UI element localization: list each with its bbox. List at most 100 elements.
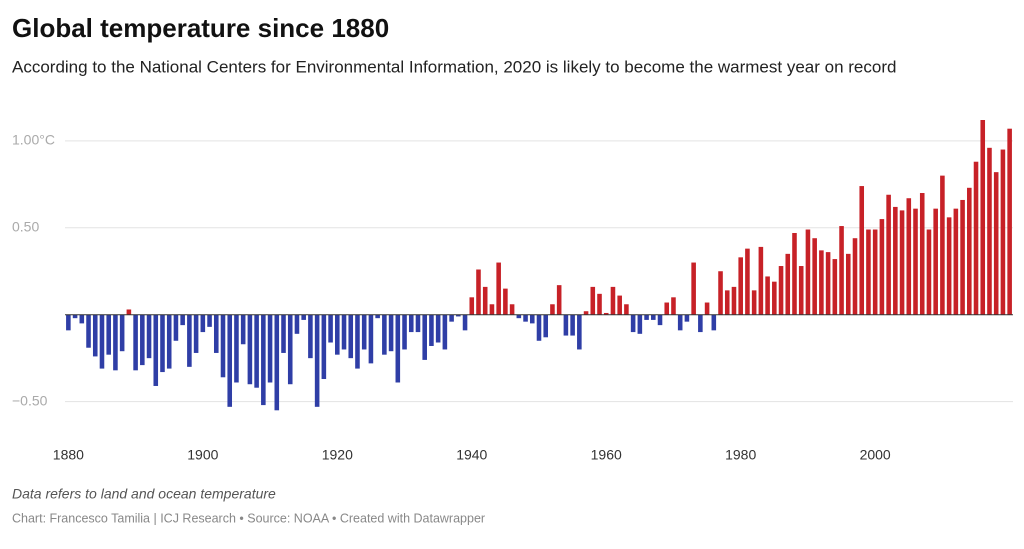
bar (577, 314, 582, 350)
bar (812, 238, 817, 315)
bar (745, 248, 750, 315)
bar (388, 314, 394, 352)
bar (597, 293, 602, 315)
bar (476, 269, 481, 315)
bar (758, 246, 764, 315)
bar (79, 314, 85, 324)
bar (718, 271, 723, 315)
bar (509, 304, 515, 315)
bar (126, 309, 132, 315)
bar (308, 314, 313, 359)
bar (845, 253, 851, 315)
bar (893, 206, 898, 315)
bar (1000, 149, 1006, 315)
bar (119, 314, 125, 352)
bar (630, 314, 636, 333)
bar (516, 314, 522, 319)
notes: Data refers to land and ocean temperatur… (12, 486, 276, 502)
bar (247, 314, 253, 385)
bar (220, 314, 226, 378)
bar (980, 120, 986, 315)
bar (684, 314, 690, 322)
bar (698, 314, 703, 333)
bar (261, 314, 266, 406)
bar (86, 314, 91, 348)
credits: Chart: Francesco Tamilia | ICJ Research … (12, 511, 485, 525)
bar (772, 281, 777, 315)
bar (832, 259, 838, 315)
bar (402, 314, 407, 350)
bar (967, 187, 972, 315)
bar (953, 208, 959, 315)
bar (691, 262, 696, 315)
bar (113, 314, 118, 371)
bar (166, 314, 172, 369)
bar (213, 314, 219, 353)
bar (496, 262, 501, 315)
bar (651, 314, 656, 320)
bar (926, 229, 932, 315)
bar (301, 314, 306, 320)
bar (704, 302, 710, 315)
bar (133, 314, 138, 371)
bar (677, 314, 683, 331)
bar (603, 312, 609, 315)
y-tick-label: 0.50 (12, 218, 39, 234)
bar (187, 314, 192, 367)
x-tick-label: 1920 (322, 447, 353, 463)
x-tick-label: 1880 (53, 447, 84, 463)
bar (72, 314, 78, 319)
bar (146, 314, 152, 359)
bar (442, 314, 448, 350)
bar (839, 226, 844, 315)
bar (449, 314, 454, 322)
bar (866, 229, 871, 315)
bar (335, 314, 340, 355)
bar (489, 304, 495, 315)
bar (590, 286, 596, 315)
bar (993, 172, 999, 315)
bar (583, 311, 589, 315)
bar (933, 208, 938, 315)
bar (960, 199, 965, 315)
bar (657, 314, 663, 326)
bar (946, 217, 952, 315)
bar (738, 257, 743, 315)
bar (99, 314, 105, 369)
bar (563, 314, 569, 336)
bar (160, 314, 165, 373)
bar (281, 314, 286, 353)
bar (913, 208, 918, 315)
bar (610, 286, 616, 315)
bar (173, 314, 179, 341)
bar (193, 314, 199, 353)
bar (375, 314, 380, 319)
bar (435, 314, 441, 343)
x-tick-label: 1940 (456, 447, 487, 463)
bar (523, 314, 528, 322)
bar (287, 314, 293, 385)
bar (664, 302, 670, 315)
bar (328, 314, 333, 343)
bar (254, 314, 259, 388)
bar (711, 314, 717, 331)
bar (408, 314, 414, 333)
x-tick-label: 1900 (187, 447, 218, 463)
bar (200, 314, 206, 333)
bar (617, 295, 622, 315)
bar (624, 304, 629, 315)
bar (482, 286, 488, 315)
bar (731, 286, 737, 315)
bar (798, 266, 804, 315)
x-tick-label: 1960 (591, 447, 622, 463)
bar (429, 314, 434, 346)
bar (724, 290, 730, 315)
bar (973, 161, 979, 315)
bar (227, 314, 233, 407)
bar (1007, 128, 1012, 315)
bar (415, 314, 421, 333)
bar (940, 175, 945, 315)
chart-subtitle: According to the National Centers for En… (12, 57, 896, 76)
bar (422, 314, 427, 360)
bar (274, 314, 280, 411)
